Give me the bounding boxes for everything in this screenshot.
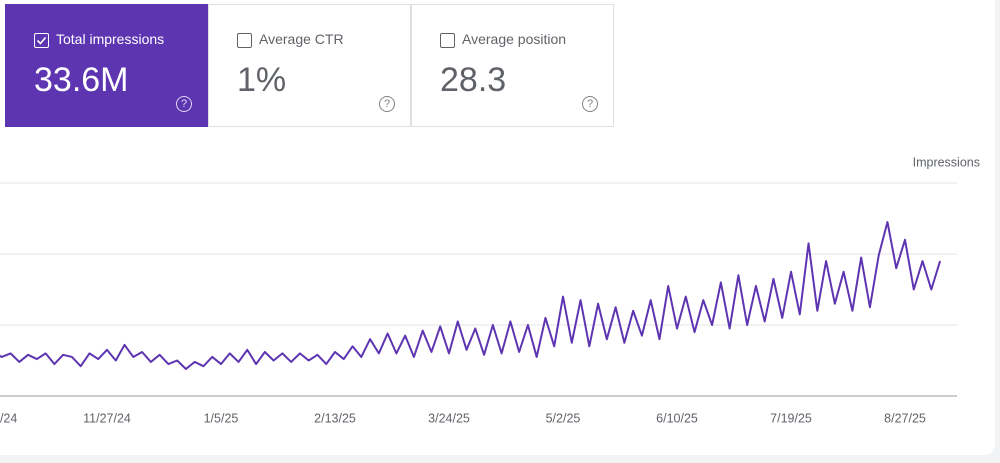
card-label: Average position <box>462 31 567 47</box>
x-tick-label: 2/13/25 <box>314 411 356 425</box>
metric-card[interactable]: Total impressions 33.6M ? <box>5 4 208 127</box>
card-value: 33.6M <box>34 61 129 99</box>
chart: Impressions 10/19/24 11/27/24 1/5/25 2/13/2… <box>0 155 980 425</box>
x-tick-label: 3/24/25 <box>428 411 470 425</box>
x-tick-label: 7/19/25 <box>770 411 812 425</box>
impressions-line <box>0 221 942 371</box>
checkbox[interactable] <box>237 33 252 48</box>
help-icon[interactable]: ? <box>582 96 598 112</box>
checkbox[interactable] <box>34 33 49 48</box>
checkbox[interactable] <box>440 33 455 48</box>
check-icon <box>36 36 47 45</box>
x-tick-label: 10/19/24 <box>0 411 17 425</box>
panel: Total impressions 33.6M ? Average CTR 1%… <box>0 0 995 455</box>
card-value: 1% <box>237 61 287 99</box>
x-tick-label: 1/5/25 <box>204 411 239 425</box>
x-tick-label: 8/27/25 <box>884 411 926 425</box>
help-icon[interactable]: ? <box>176 96 192 112</box>
x-tick-label: 5/2/25 <box>546 411 581 425</box>
y-axis-label: Impressions <box>913 155 980 169</box>
card-label: Total impressions <box>56 31 165 47</box>
card-value: 28.3 <box>440 61 507 99</box>
x-tick-label: 11/27/24 <box>83 411 131 425</box>
card-label: Average CTR <box>259 31 344 47</box>
help-icon[interactable]: ? <box>379 96 395 112</box>
x-tick-label: 6/10/25 <box>656 411 698 425</box>
metric-card[interactable]: Average position 28.3 ? <box>411 4 614 127</box>
metric-card[interactable]: Average CTR 1% ? <box>208 4 411 127</box>
